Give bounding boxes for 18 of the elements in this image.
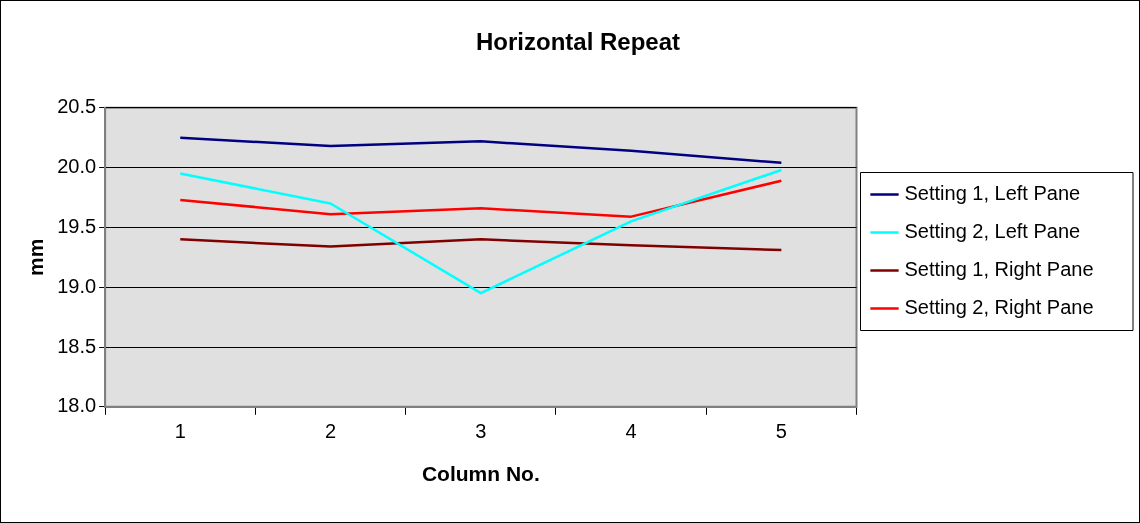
legend-label: Setting 1, Left Pane bbox=[904, 182, 1114, 205]
y-tick-label: 20.0 bbox=[57, 155, 97, 178]
chart-title: Horizontal Repeat bbox=[475, 28, 681, 56]
x-tick-label: 5 bbox=[775, 420, 787, 443]
y-tick-label: 20.5 bbox=[57, 95, 97, 118]
y-tick-label: 19.0 bbox=[57, 274, 97, 297]
y-axis-title: mm bbox=[24, 238, 48, 276]
x-tick-label: 4 bbox=[625, 420, 637, 443]
legend-label: Setting 1, Right Pane bbox=[904, 258, 1127, 281]
x-tick-label: 2 bbox=[324, 420, 337, 443]
x-tick-label: 1 bbox=[174, 420, 186, 443]
x-tick-label: 3 bbox=[475, 420, 487, 443]
legend-label: Setting 2, Right Pane bbox=[904, 296, 1127, 319]
y-tick-label: 18.0 bbox=[57, 394, 97, 417]
y-tick-label: 19.5 bbox=[57, 214, 97, 237]
y-tick-label: 18.5 bbox=[57, 334, 97, 357]
legend-label: Setting 2, Left Pane bbox=[904, 220, 1114, 243]
x-axis-title: Column No. bbox=[421, 462, 540, 486]
